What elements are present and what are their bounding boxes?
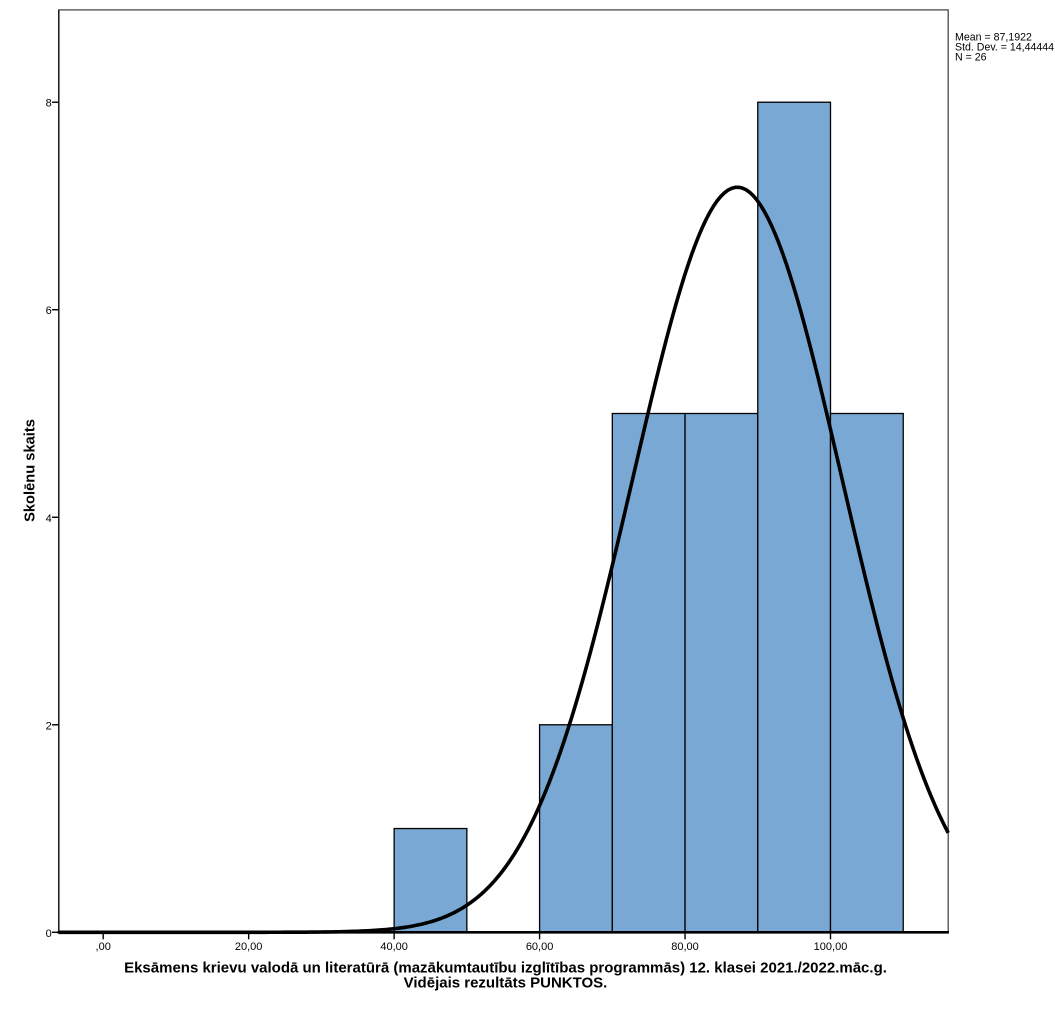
- svg-text:8: 8: [46, 98, 52, 110]
- svg-text:80,00: 80,00: [671, 941, 699, 953]
- svg-text:Std. Dev. = 14,44444: Std. Dev. = 14,44444: [955, 41, 1054, 53]
- svg-text:6: 6: [46, 305, 52, 317]
- svg-text:20,00: 20,00: [235, 941, 263, 953]
- svg-text:4: 4: [46, 513, 52, 525]
- svg-text:,00: ,00: [96, 941, 111, 953]
- svg-text:N = 26: N = 26: [955, 51, 987, 63]
- svg-text:Eksāmens krievu valodā un lite: Eksāmens krievu valodā un literatūrā (ma…: [124, 960, 887, 977]
- svg-text:100,00: 100,00: [814, 941, 848, 953]
- svg-text:Vidējais rezultāts PUNKTOS.: Vidējais rezultāts PUNKTOS.: [404, 975, 608, 992]
- svg-text:60,00: 60,00: [526, 941, 554, 953]
- svg-text:40,00: 40,00: [380, 941, 408, 953]
- svg-text:2: 2: [46, 720, 52, 732]
- svg-text:Mean = 87,1922: Mean = 87,1922: [955, 31, 1032, 43]
- svg-text:0: 0: [46, 928, 52, 940]
- svg-text:Skolēnu skaits: Skolēnu skaits: [22, 419, 38, 522]
